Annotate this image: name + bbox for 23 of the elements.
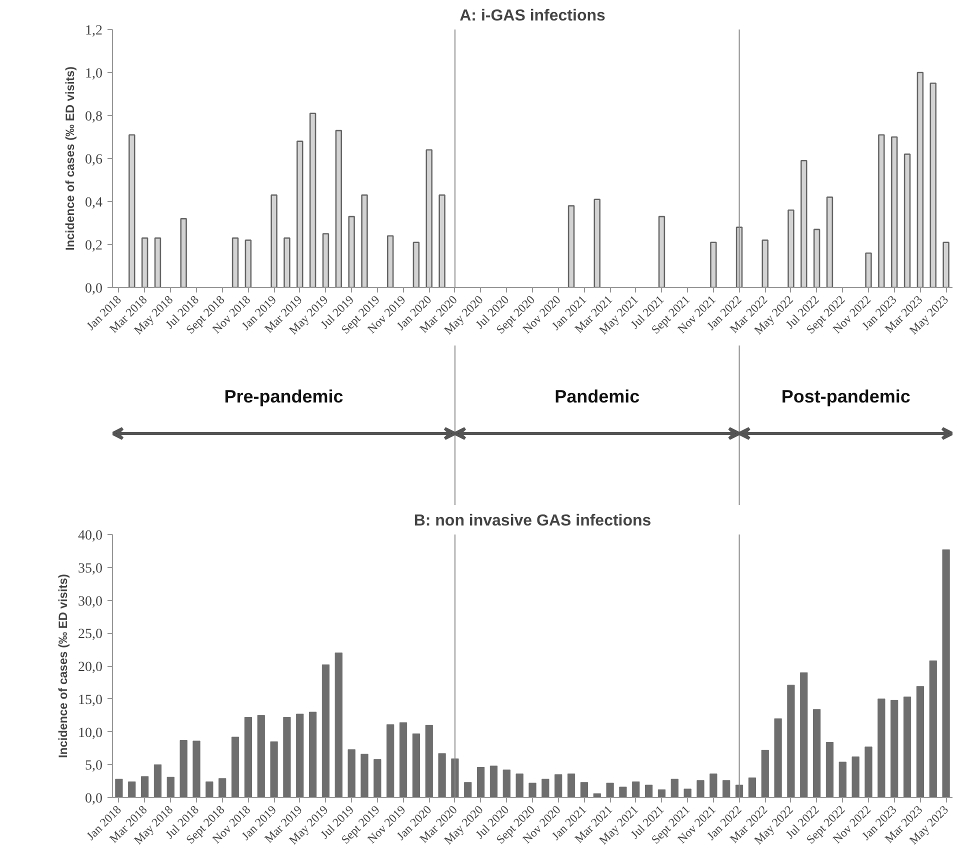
y-tick-label: 0,8 xyxy=(85,110,102,124)
y-tick-label: 15,0 xyxy=(78,692,102,708)
y-tick-label: 25,0 xyxy=(78,627,102,642)
y-tick-label: 1,0 xyxy=(85,66,102,82)
y-tick-label: 1,2 xyxy=(85,24,102,38)
y-tick-label: 0,2 xyxy=(85,238,102,254)
chart-title: A: i-GAS infections xyxy=(460,8,606,24)
text: Pandemic xyxy=(554,386,640,406)
text: Post-pandemic xyxy=(781,386,910,406)
y-tick-label: 40,0 xyxy=(78,528,102,544)
y-tick-label: 5,0 xyxy=(85,758,102,774)
y-tick-label: 30,0 xyxy=(78,594,102,610)
y-tick-label: 35,0 xyxy=(78,561,102,576)
y-tick-label: 20,0 xyxy=(78,660,102,675)
y-tick-label: 10,0 xyxy=(78,726,102,741)
y-tick-label: 0,0 xyxy=(85,792,102,806)
chart-title: B: non invasive GAS infections xyxy=(414,512,652,530)
y-axis-title: Incidence of cases (‰ ED visits) xyxy=(56,574,70,758)
text: Pre-pandemic xyxy=(224,386,344,406)
y-tick-label: 0,4 xyxy=(85,196,102,210)
y-tick-label: 0,6 xyxy=(85,152,102,168)
y-axis-title: Incidence of cases (‰ ED visits) xyxy=(63,66,77,251)
y-tick-label: 0,0 xyxy=(85,282,102,296)
